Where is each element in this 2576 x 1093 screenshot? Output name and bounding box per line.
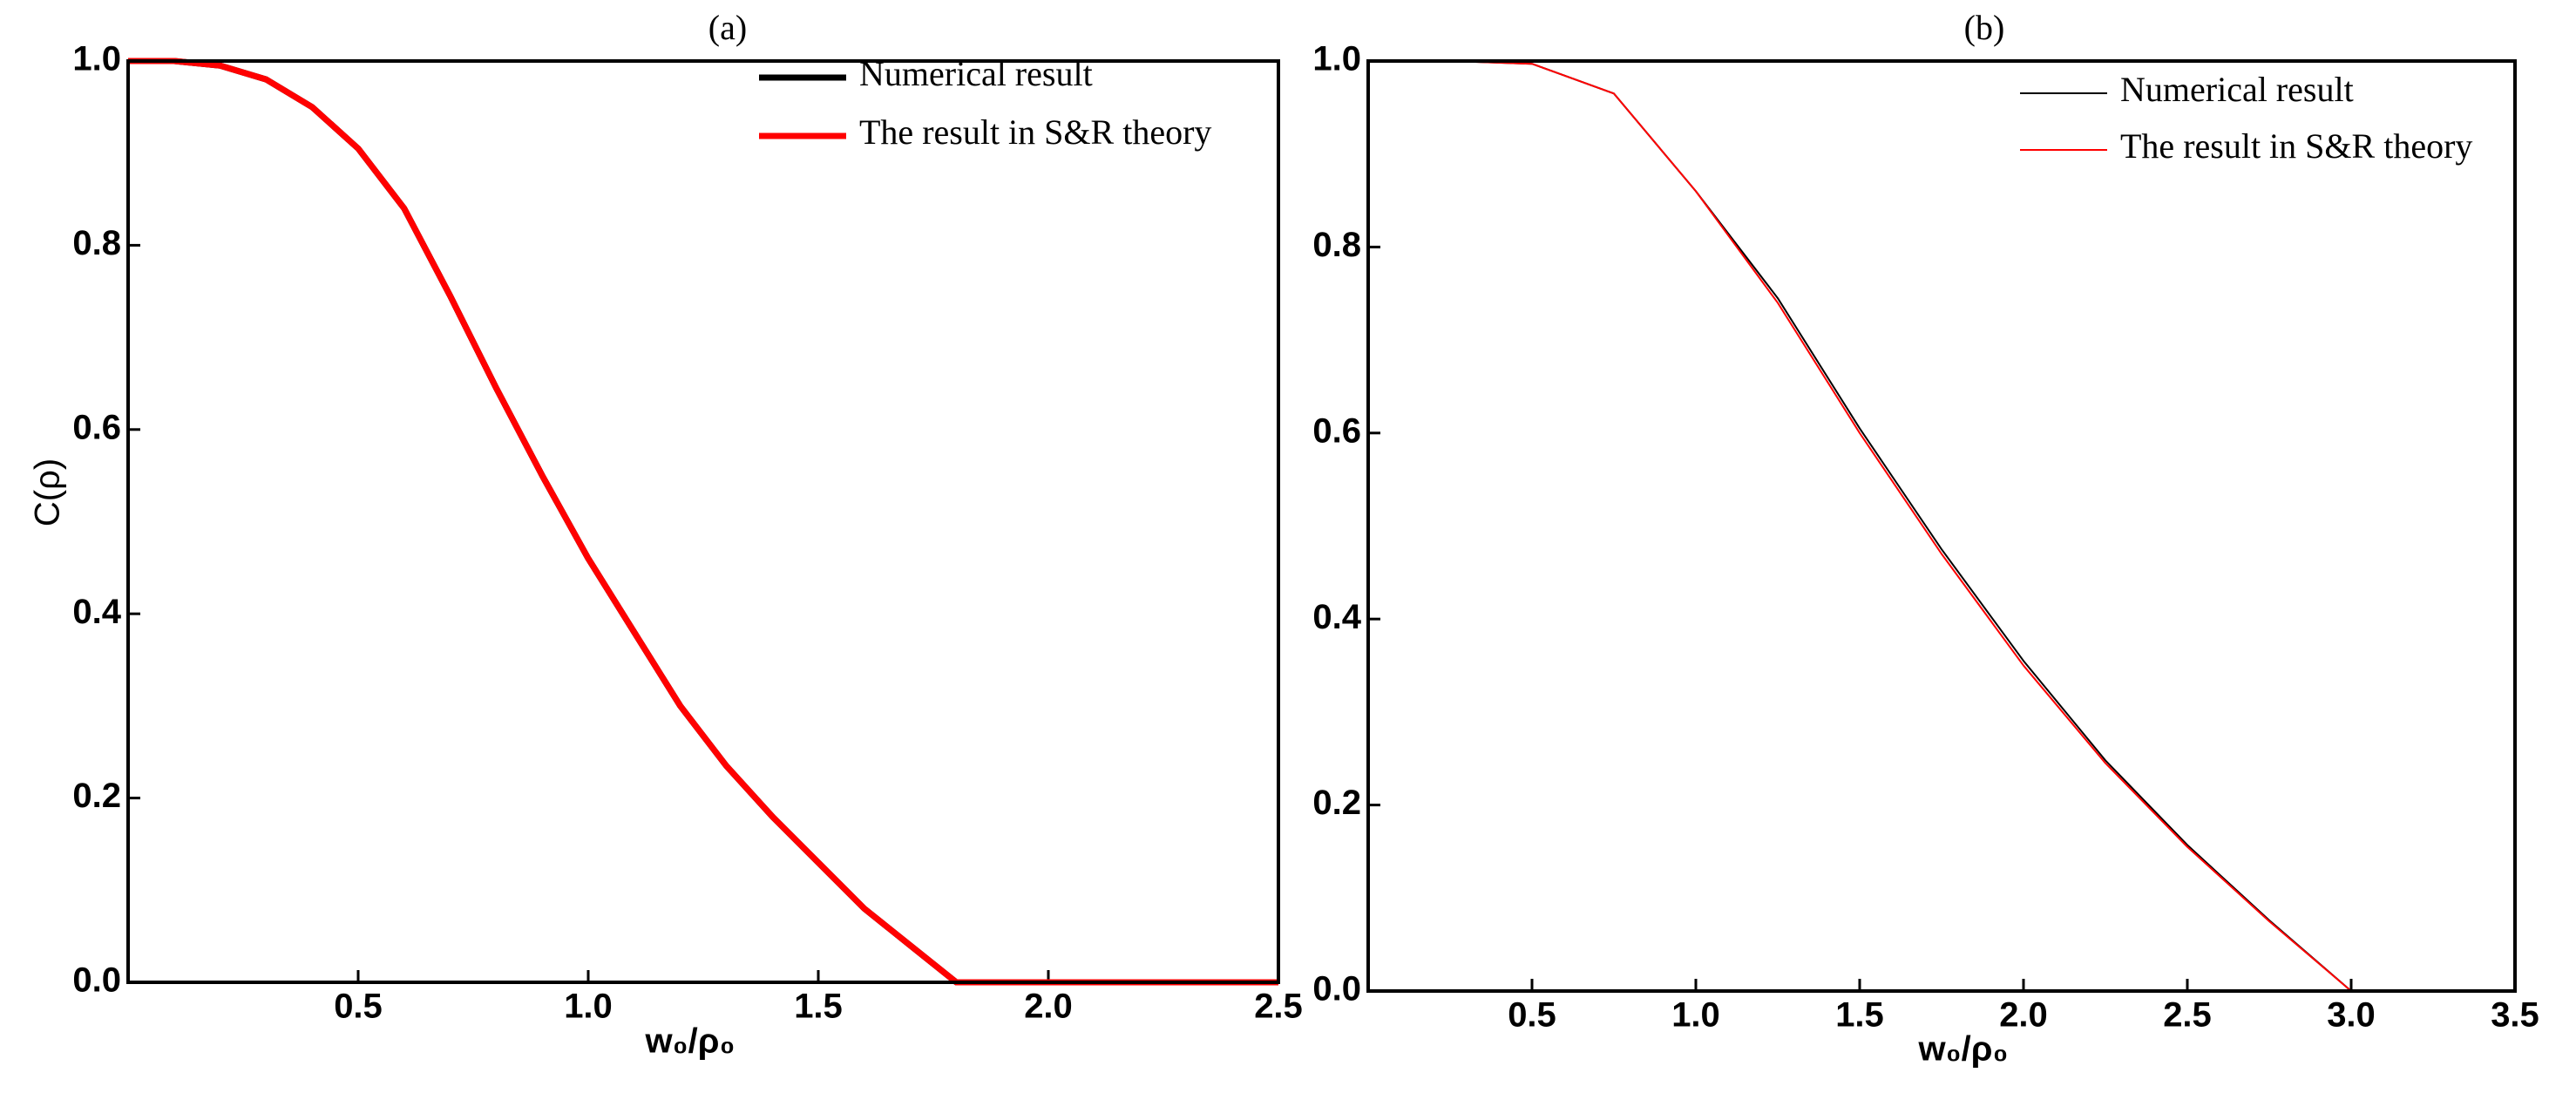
legend-label: Numerical result (2120, 70, 2354, 109)
x-tick-label: 1.5 (794, 988, 843, 1026)
chart-title: (a) (708, 8, 747, 47)
y-tick-label: 0.2 (72, 777, 121, 815)
data-line (1368, 60, 2352, 992)
x-tick-label: 1.5 (1835, 996, 1884, 1035)
y-tick-label: 0.6 (1312, 411, 1361, 450)
y-tick-label: 1.0 (72, 40, 121, 78)
x-axis-label: w₀/ρ₀ (1917, 1030, 2008, 1069)
y-tick-label: 1.0 (1312, 40, 1361, 78)
y-tick-label: 0.4 (1312, 598, 1361, 636)
y-tick-label: 0.0 (72, 961, 121, 1000)
x-tick-label: 0.5 (334, 988, 383, 1026)
y-tick-label: 0.6 (72, 408, 121, 446)
x-tick-label: 3.5 (2491, 996, 2539, 1035)
plot-frame (126, 59, 1280, 984)
y-tick-label: 0.4 (72, 593, 121, 631)
y-tick-label: 0.8 (1312, 226, 1361, 264)
legend-label: The result in S&R theory (859, 112, 1211, 152)
x-tick-label: 2.5 (2163, 996, 2212, 1035)
y-tick-label: 0.0 (1312, 970, 1361, 1008)
x-tick-label: 1.0 (1671, 996, 1720, 1035)
data-line (128, 58, 1278, 986)
y-tick-label: 0.2 (1312, 784, 1361, 822)
x-axis-label: w₀/ρ₀ (644, 1022, 735, 1061)
x-tick-label: 2.0 (1024, 988, 1073, 1026)
legend-label: The result in S&R theory (2120, 126, 2472, 166)
x-tick-label: 2.0 (1999, 996, 2048, 1035)
data-line (128, 58, 1278, 986)
x-tick-label: 0.5 (1508, 996, 1556, 1035)
plot-frame (1366, 59, 2517, 993)
x-tick-label: 1.0 (564, 988, 613, 1026)
x-tick-label: 3.0 (2327, 996, 2376, 1035)
y-axis-label: C(ρ) (29, 458, 67, 526)
y-tick-label: 0.8 (72, 224, 121, 262)
chart-title: (b) (1964, 8, 2005, 47)
x-tick-label: 2.5 (1254, 988, 1303, 1026)
data-line (1368, 60, 2352, 992)
